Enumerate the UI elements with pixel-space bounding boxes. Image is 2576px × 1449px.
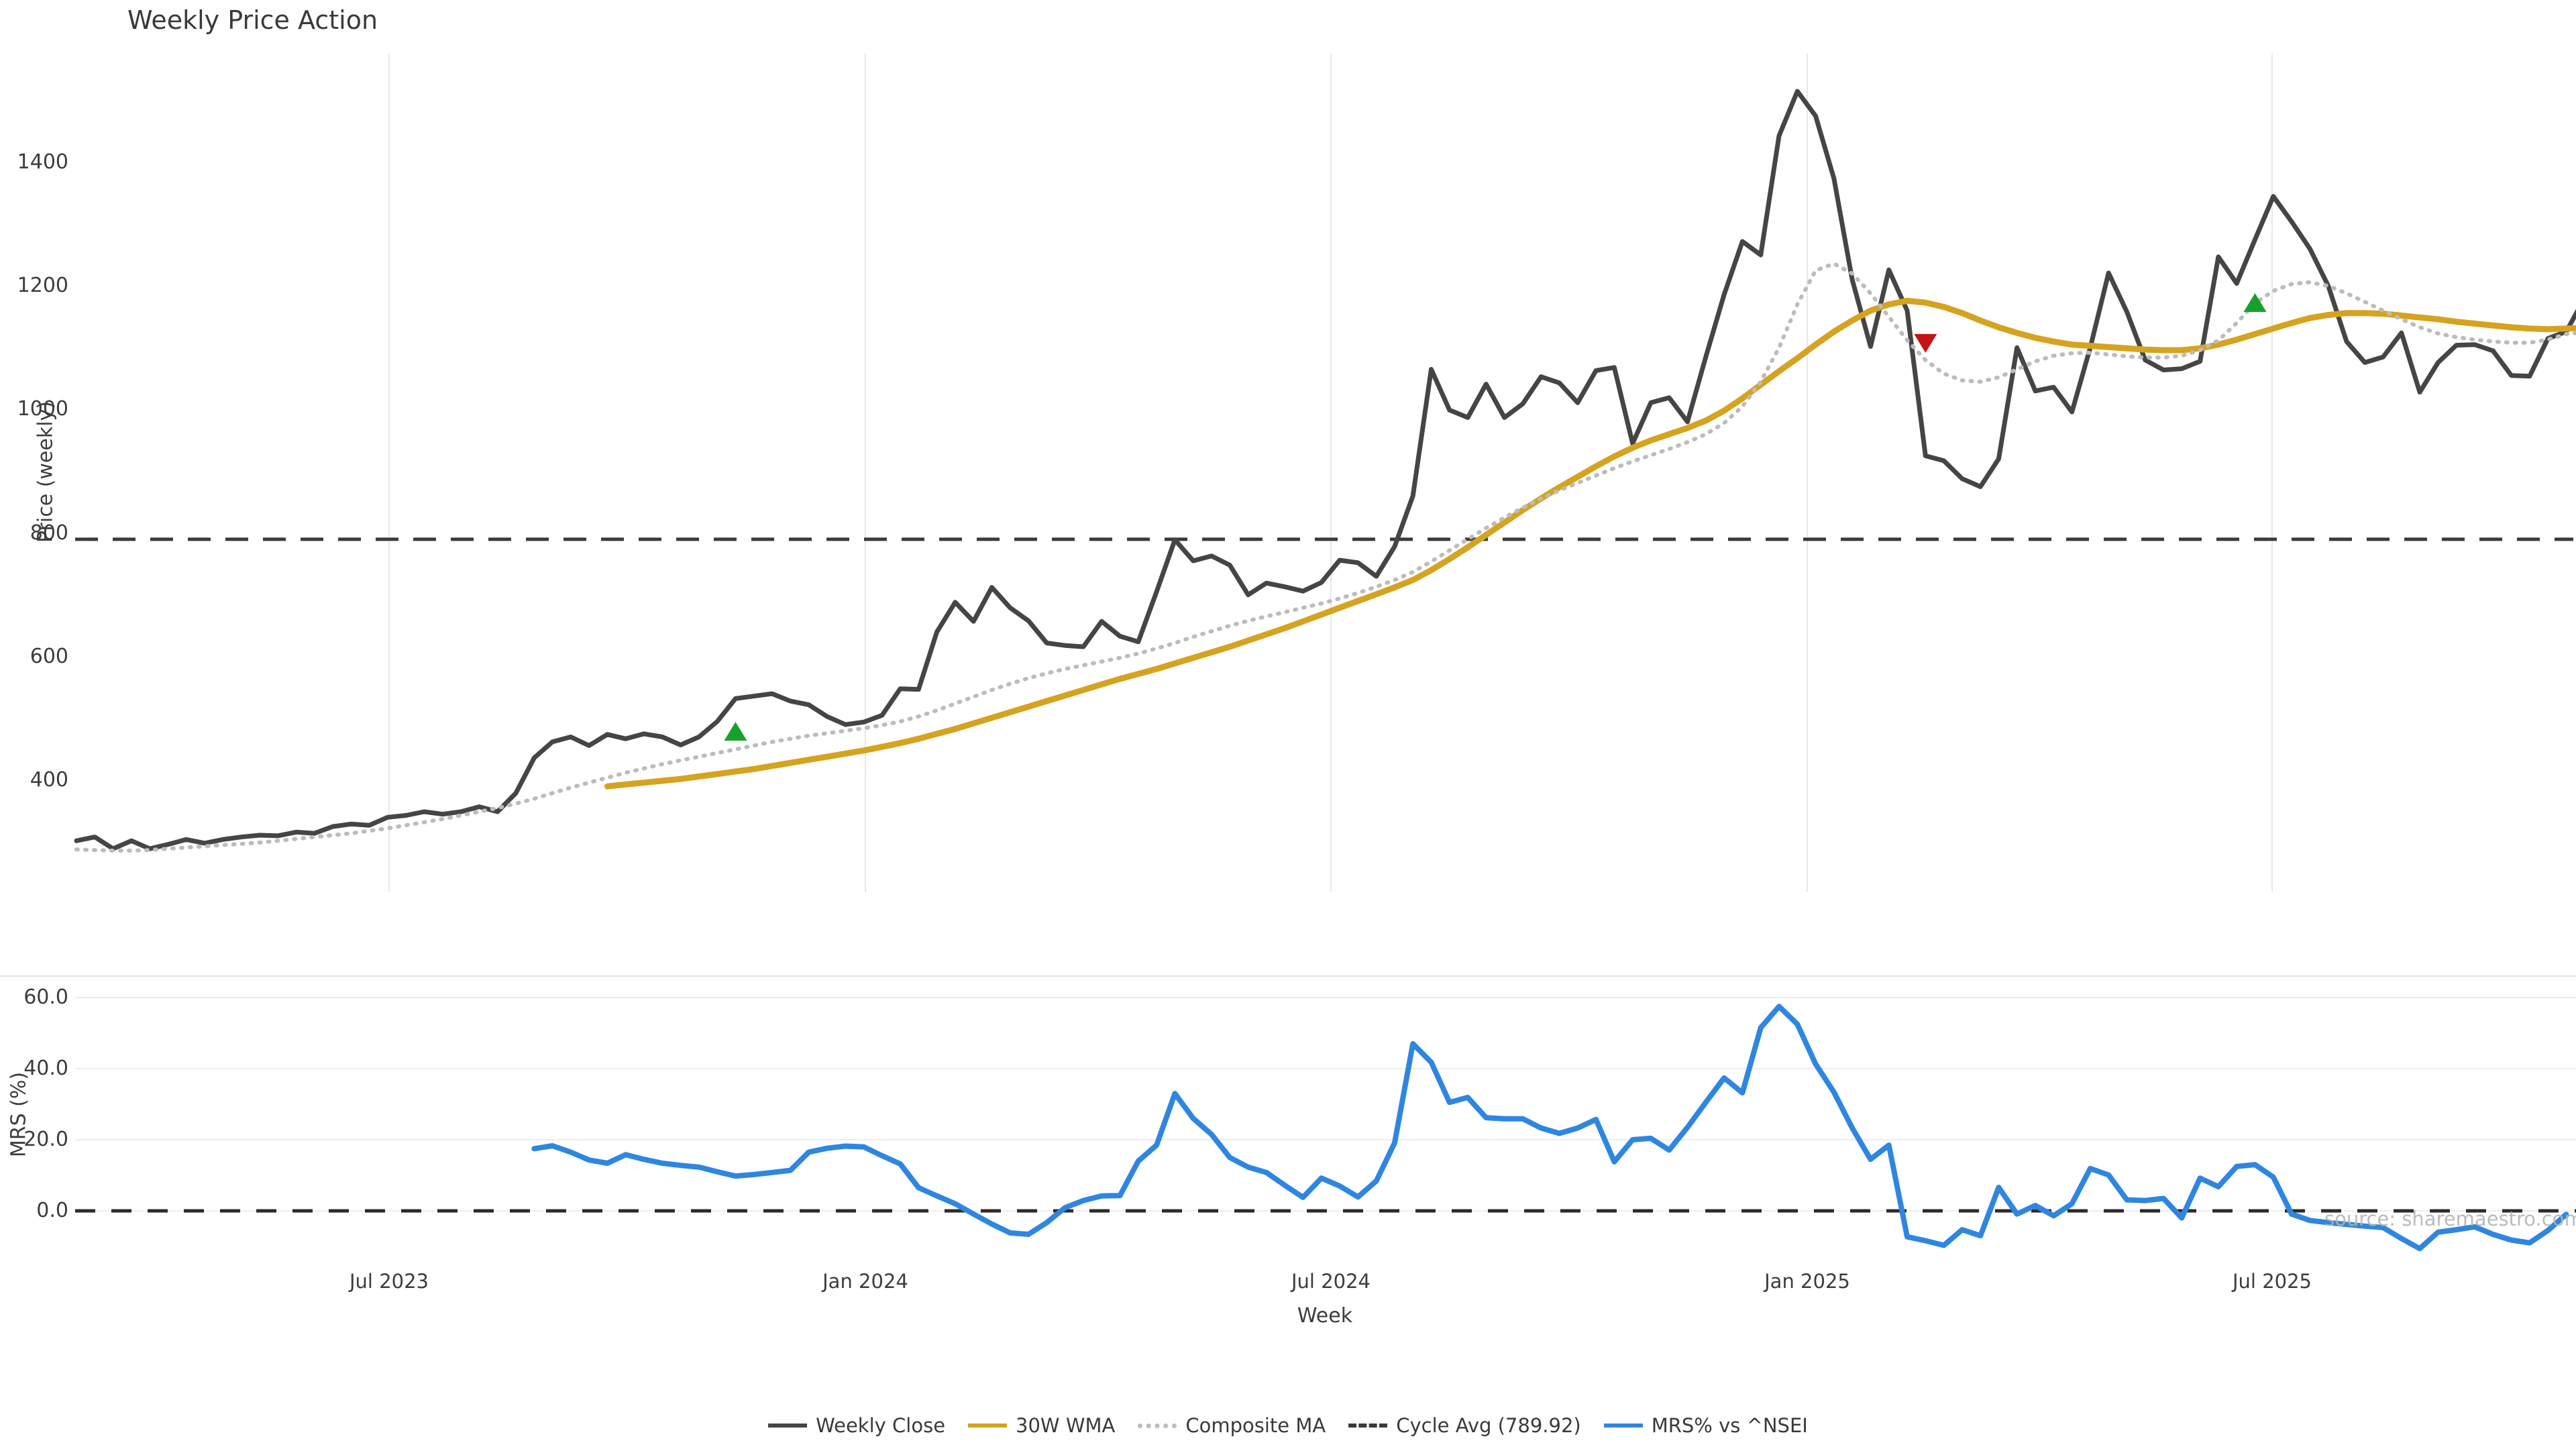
legend-item: Composite MA	[1138, 1414, 1326, 1437]
legend-label: Weekly Close	[816, 1414, 946, 1437]
price-ytick-label: 1400	[17, 150, 68, 174]
price-ytick-label: 1200	[17, 274, 68, 298]
mrs-ytick-label: 60.0	[23, 985, 68, 1009]
chart-title: Weekly Price Action	[127, 5, 378, 35]
legend-label: 30W WMA	[1016, 1414, 1116, 1437]
series-composite-ma	[74, 262, 2576, 853]
x-tick-label: Jan 2025	[1764, 1270, 1850, 1293]
legend-swatch-solid	[768, 1424, 808, 1428]
legend-swatch-solid	[1603, 1424, 1643, 1428]
series-mrs	[531, 1004, 2569, 1252]
mrs-ytick-label: 20.0	[23, 1128, 68, 1151]
sell-signal-marker	[1914, 333, 1937, 353]
legend-label: Cycle Avg (789.92)	[1396, 1414, 1581, 1437]
x-tick-label: Jul 2024	[1291, 1270, 1371, 1293]
series-weekly-close	[74, 89, 2576, 851]
price-ytick-label: 600	[30, 644, 68, 668]
price-ytick-label: 800	[30, 521, 68, 545]
legend-swatch-dotted	[1138, 1423, 1177, 1428]
buy-signal-marker	[724, 722, 747, 741]
legend-label: MRS% vs ^NSEI	[1651, 1414, 1808, 1437]
legend-item: MRS% vs ^NSEI	[1603, 1414, 1808, 1437]
mrs-ytick-label: 40.0	[23, 1057, 68, 1080]
legend-item: 30W WMA	[968, 1414, 1115, 1437]
x-tick-label: Jan 2024	[822, 1270, 908, 1293]
series-30w-wma	[604, 297, 2576, 790]
legend-swatch-dashed	[1348, 1424, 1388, 1428]
x-tick-label: Jul 2025	[2232, 1270, 2312, 1293]
chart-legend: Weekly Close 30W WMA Composite MA Cycle Avg…	[0, 1414, 2576, 1437]
x-axis-label: Week	[1297, 1304, 1353, 1328]
source-watermark: source: sharemaestro.com	[2324, 1208, 2576, 1230]
legend-item: Cycle Avg (789.92)	[1348, 1414, 1581, 1437]
mrs-ytick-label: 0.0	[36, 1199, 68, 1222]
price-ytick-label: 1000	[17, 397, 68, 421]
legend-swatch-solid	[968, 1424, 1008, 1428]
x-tick-label: Jul 2023	[349, 1270, 429, 1293]
buy-signal-marker	[2243, 292, 2267, 312]
legend-label: Composite MA	[1185, 1414, 1326, 1437]
price-ytick-label: 400	[30, 768, 68, 792]
legend-item: Weekly Close	[768, 1414, 945, 1437]
